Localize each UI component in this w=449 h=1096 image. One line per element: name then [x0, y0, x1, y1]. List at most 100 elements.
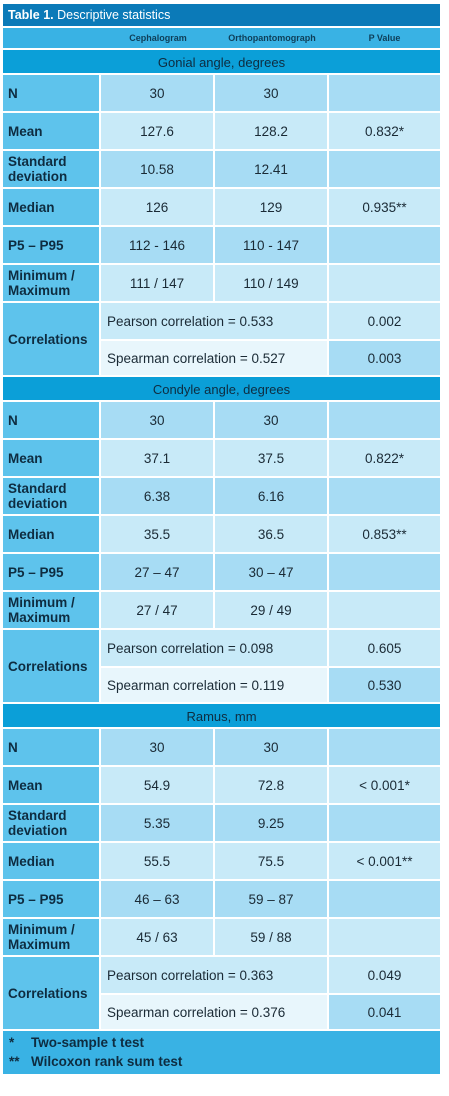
correlations-row: Correlations Pearson correlation = 0.363 0…: [3, 955, 440, 1029]
orthopantomograph-value: 59 / 88: [215, 919, 329, 955]
descriptive-statistics-table: Table 1. Descriptive statistics Cephalog…: [3, 4, 440, 1074]
orthopantomograph-value: 30: [215, 402, 329, 438]
orthopantomograph-value: 110 / 149: [215, 265, 329, 301]
row-label: Standard deviation: [3, 478, 101, 514]
p-value: [329, 478, 440, 514]
table-label: Table 1.: [8, 8, 54, 22]
p-value: 0.853**: [329, 516, 440, 552]
orthopantomograph-value: 12.41: [215, 151, 329, 187]
table-title: Descriptive statistics: [57, 8, 171, 22]
correlations-values: Pearson correlation = 0.098 0.605 Spearman…: [101, 630, 440, 702]
p-value: [329, 919, 440, 955]
spearman-correlation: Spearman correlation = 0.119: [101, 668, 329, 702]
cephalogram-value: 35.5: [101, 516, 215, 552]
table-row: Standard deviation 10.58 12.41: [3, 149, 440, 187]
cephalogram-value: 10.58: [101, 151, 215, 187]
p-value: 0.822*: [329, 440, 440, 476]
table-body: Gonial angle, degrees N 30 30 Mean 127.6 128.2…: [3, 48, 440, 1029]
cephalogram-value: 30: [101, 729, 215, 765]
cephalogram-value: 46 – 63: [101, 881, 215, 917]
pearson-correlation: Pearson correlation = 0.098: [101, 630, 329, 666]
table-row: Median 126 129 0.935**: [3, 187, 440, 225]
correlations-label: Correlations: [3, 303, 101, 375]
table-row: Median 55.5 75.5 < 0.001**: [3, 841, 440, 879]
column-header-orthopantomograph: Orthopantomograph: [228, 33, 316, 43]
table-title-bar: Table 1. Descriptive statistics: [3, 4, 440, 26]
correlations-label: Correlations: [3, 630, 101, 702]
spearman-p-value: 0.003: [329, 341, 440, 375]
orthopantomograph-value: 75.5: [215, 843, 329, 879]
orthopantomograph-value: 59 – 87: [215, 881, 329, 917]
cephalogram-value: 111 / 147: [101, 265, 215, 301]
cephalogram-value: 127.6: [101, 113, 215, 149]
row-label: P5 – P95: [3, 881, 101, 917]
p-value: [329, 881, 440, 917]
pearson-correlation: Pearson correlation = 0.363: [101, 957, 329, 993]
column-header-p-value: P Value: [368, 33, 401, 43]
orthopantomograph-value: 129: [215, 189, 329, 225]
p-value: [329, 592, 440, 628]
footnote: ** Wilcoxon rank sum test: [9, 1052, 440, 1071]
section-heading: Gonial angle, degrees: [3, 48, 440, 73]
footnotes: * Two-sample t test ** Wilcoxon rank sum…: [3, 1029, 440, 1074]
spearman-row: Spearman correlation = 0.119 0.530: [101, 666, 440, 702]
orthopantomograph-value: 128.2: [215, 113, 329, 149]
section-heading: Condyle angle, degrees: [3, 375, 440, 400]
p-value: < 0.001*: [329, 767, 440, 803]
table-row: Minimum / Maximum 111 / 147 110 / 149: [3, 263, 440, 301]
p-value: [329, 554, 440, 590]
footnote-mark: **: [9, 1054, 20, 1069]
orthopantomograph-value: 30: [215, 729, 329, 765]
spearman-p-value: 0.530: [329, 668, 440, 702]
pearson-row: Pearson correlation = 0.363 0.049: [101, 957, 440, 993]
table-row: P5 – P95 27 – 47 30 – 47: [3, 552, 440, 590]
correlations-values: Pearson correlation = 0.363 0.049 Spearman…: [101, 957, 440, 1029]
row-label: Mean: [3, 767, 101, 803]
pearson-p-value: 0.605: [329, 630, 440, 666]
table-row: Mean 127.6 128.2 0.832*: [3, 111, 440, 149]
row-label: Median: [3, 516, 101, 552]
p-value: [329, 729, 440, 765]
pearson-p-value: 0.002: [329, 303, 440, 339]
cephalogram-value: 126: [101, 189, 215, 225]
cephalogram-value: 30: [101, 402, 215, 438]
correlations-row: Correlations Pearson correlation = 0.098 0…: [3, 628, 440, 702]
section-heading: Ramus, mm: [3, 702, 440, 727]
orthopantomograph-value: 37.5: [215, 440, 329, 476]
spearman-correlation: Spearman correlation = 0.527: [101, 341, 329, 375]
pearson-p-value: 0.049: [329, 957, 440, 993]
cephalogram-value: 37.1: [101, 440, 215, 476]
pearson-correlation: Pearson correlation = 0.533: [101, 303, 329, 339]
p-value: [329, 227, 440, 263]
row-label: Median: [3, 843, 101, 879]
row-label: Median: [3, 189, 101, 225]
row-label: Minimum / Maximum: [3, 592, 101, 628]
pearson-row: Pearson correlation = 0.533 0.002: [101, 303, 440, 339]
column-header-blank: [3, 28, 101, 48]
row-label: Standard deviation: [3, 151, 101, 187]
footnote-text: Wilcoxon rank sum test: [31, 1054, 183, 1069]
table-row: Minimum / Maximum 27 / 47 29 / 49: [3, 590, 440, 628]
cephalogram-value: 112 - 146: [101, 227, 215, 263]
column-header-row: Cephalogram Orthopantomograph P Value: [3, 26, 440, 48]
spearman-row: Spearman correlation = 0.376 0.041: [101, 993, 440, 1029]
row-label: N: [3, 75, 101, 111]
table-row: Mean 37.1 37.5 0.822*: [3, 438, 440, 476]
row-label: N: [3, 729, 101, 765]
correlations-values: Pearson correlation = 0.533 0.002 Spearman…: [101, 303, 440, 375]
orthopantomograph-value: 36.5: [215, 516, 329, 552]
cephalogram-value: 45 / 63: [101, 919, 215, 955]
footnote-text: Two-sample t test: [31, 1035, 145, 1050]
p-value: [329, 265, 440, 301]
footnote-mark: *: [9, 1035, 15, 1050]
p-value: 0.935**: [329, 189, 440, 225]
spearman-correlation: Spearman correlation = 0.376: [101, 995, 329, 1029]
p-value: < 0.001**: [329, 843, 440, 879]
table-row: N 30 30: [3, 727, 440, 765]
table-row: P5 – P95 46 – 63 59 – 87: [3, 879, 440, 917]
spearman-p-value: 0.041: [329, 995, 440, 1029]
row-label: Standard deviation: [3, 805, 101, 841]
column-header-cephalogram: Cephalogram: [129, 33, 187, 43]
cephalogram-value: 27 – 47: [101, 554, 215, 590]
row-label: Mean: [3, 440, 101, 476]
